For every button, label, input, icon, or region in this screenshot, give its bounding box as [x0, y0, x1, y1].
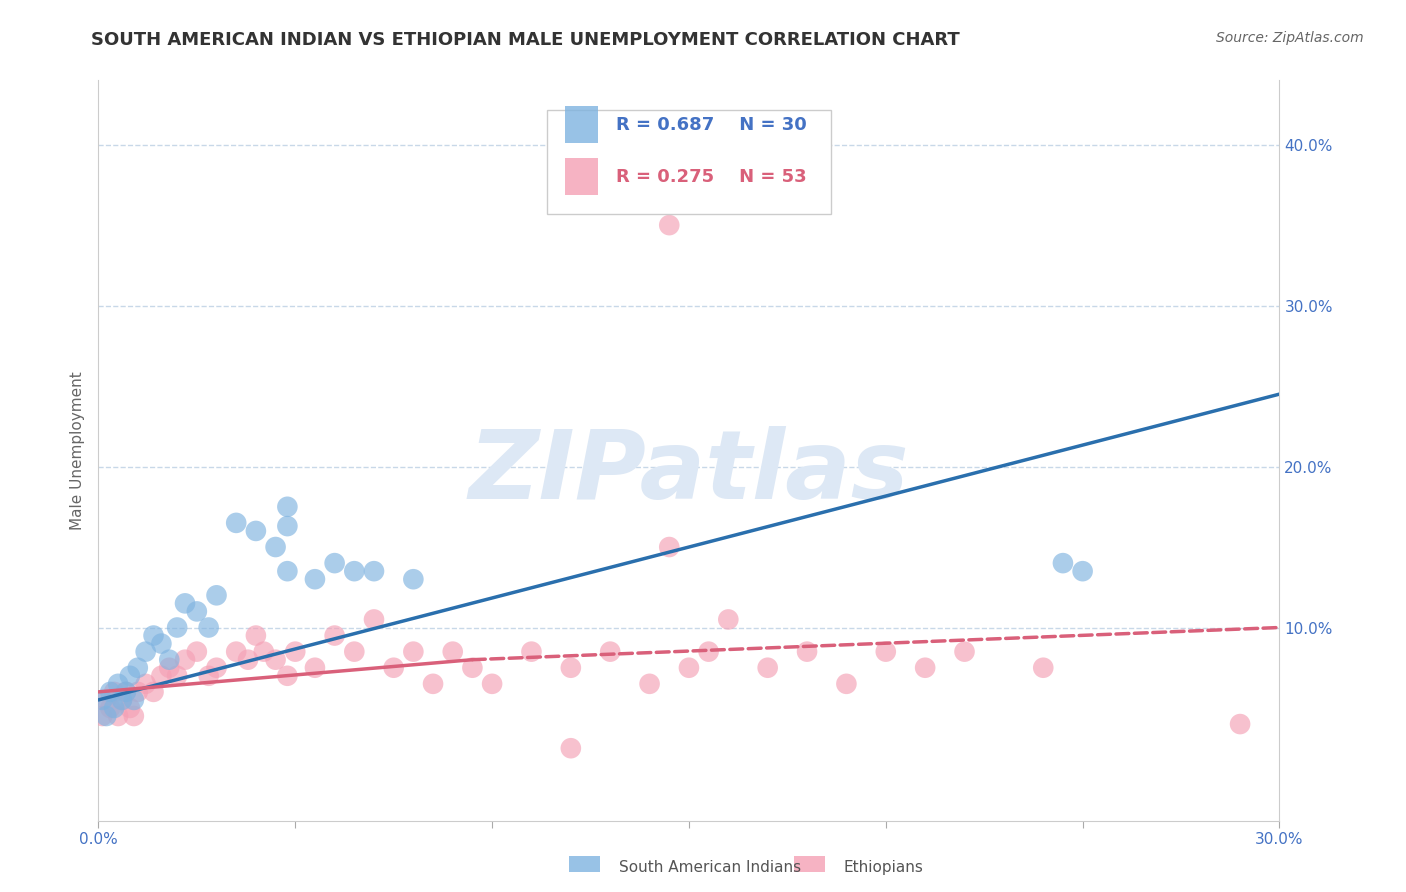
Point — [150, 637, 173, 651]
Point — [245, 628, 267, 642]
Point — [205, 661, 228, 675]
Point — [96, 709, 118, 723]
Point — [225, 645, 247, 659]
Text: South American Indians: South American Indians — [619, 860, 801, 874]
Point — [142, 685, 165, 699]
Point — [264, 653, 287, 667]
Point — [678, 661, 700, 675]
Point — [343, 645, 366, 659]
Point — [323, 556, 346, 570]
Point — [835, 677, 858, 691]
Point — [127, 685, 149, 699]
Bar — [565, 158, 598, 195]
Point — [115, 685, 138, 699]
Text: SOUTH AMERICAN INDIAN VS ETHIOPIAN MALE UNEMPLOYMENT CORRELATION CHART: SOUTH AMERICAN INDIAN VS ETHIOPIAN MALE … — [91, 31, 960, 49]
Point — [382, 661, 405, 675]
Point — [186, 645, 208, 659]
Text: ZIPatlas: ZIPatlas — [468, 426, 910, 519]
Point — [402, 572, 425, 586]
Point — [115, 685, 138, 699]
Text: R = 0.687    N = 30: R = 0.687 N = 30 — [616, 116, 807, 134]
Point — [245, 524, 267, 538]
Point — [157, 661, 180, 675]
Point — [304, 572, 326, 586]
Point — [1052, 556, 1074, 570]
Point — [658, 218, 681, 232]
Point — [323, 628, 346, 642]
Point — [402, 645, 425, 659]
Point — [96, 693, 118, 707]
Point — [461, 661, 484, 675]
Point — [697, 645, 720, 659]
Point — [441, 645, 464, 659]
Point — [91, 709, 114, 723]
Point — [560, 741, 582, 756]
Point — [157, 653, 180, 667]
Point — [150, 669, 173, 683]
Point — [264, 540, 287, 554]
Point — [107, 709, 129, 723]
Point — [205, 588, 228, 602]
Point — [118, 669, 141, 683]
Point — [166, 669, 188, 683]
Point — [186, 604, 208, 618]
Point — [91, 693, 114, 707]
Point — [422, 677, 444, 691]
Point — [875, 645, 897, 659]
Point — [98, 701, 121, 715]
Point — [1229, 717, 1251, 731]
Point — [599, 645, 621, 659]
Point — [111, 693, 134, 707]
Text: Source: ZipAtlas.com: Source: ZipAtlas.com — [1216, 31, 1364, 45]
Bar — [565, 106, 598, 144]
Point — [98, 685, 121, 699]
Point — [135, 645, 157, 659]
Point — [914, 661, 936, 675]
Point — [236, 653, 259, 667]
Point — [658, 540, 681, 554]
Point — [343, 564, 366, 578]
Point — [304, 661, 326, 675]
Point — [174, 653, 197, 667]
Point — [107, 677, 129, 691]
Point — [122, 693, 145, 707]
Point — [276, 564, 298, 578]
Point — [225, 516, 247, 530]
FancyBboxPatch shape — [547, 110, 831, 213]
Point — [103, 701, 125, 715]
Point — [135, 677, 157, 691]
Y-axis label: Male Unemployment: Male Unemployment — [69, 371, 84, 530]
Point — [197, 620, 219, 634]
Point — [363, 564, 385, 578]
Point — [276, 669, 298, 683]
Point — [1032, 661, 1054, 675]
Point — [284, 645, 307, 659]
Text: Ethiopians: Ethiopians — [844, 860, 924, 874]
Point — [127, 661, 149, 675]
Point — [276, 519, 298, 533]
Point — [122, 709, 145, 723]
Point — [560, 661, 582, 675]
Point — [197, 669, 219, 683]
Point — [253, 645, 276, 659]
Point — [717, 612, 740, 626]
Point — [118, 701, 141, 715]
Point — [638, 677, 661, 691]
Point — [174, 596, 197, 610]
Point — [756, 661, 779, 675]
Point — [363, 612, 385, 626]
Point — [111, 693, 134, 707]
Point — [953, 645, 976, 659]
Bar — [569, 856, 600, 872]
Point — [520, 645, 543, 659]
Point — [142, 628, 165, 642]
Point — [276, 500, 298, 514]
Bar — [794, 856, 825, 872]
Point — [796, 645, 818, 659]
Point — [166, 620, 188, 634]
Text: R = 0.275    N = 53: R = 0.275 N = 53 — [616, 168, 806, 186]
Point — [481, 677, 503, 691]
Point — [1071, 564, 1094, 578]
Point — [103, 685, 125, 699]
